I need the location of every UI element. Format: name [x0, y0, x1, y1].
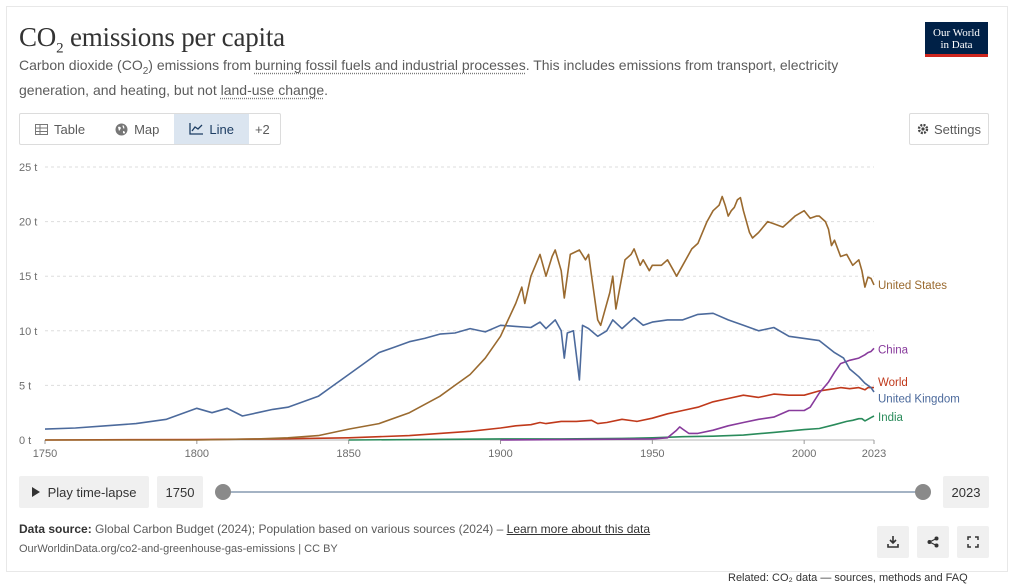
series-label-china[interactable]: China — [878, 344, 909, 356]
chart-subtitle: Carbon dioxide (CO2) emissions from burn… — [19, 57, 839, 98]
globe-icon — [115, 123, 128, 135]
related-link[interactable]: Related: CO₂ data — sources, methods and… — [728, 572, 968, 584]
timeline-end-year[interactable]: 2023 — [943, 476, 989, 508]
line-chart: 0 t 5 t 10 t 15 t 20 t 25 t 1750 1800 1850 1900 19… — [19, 162, 960, 460]
series-label-world[interactable]: World — [878, 377, 908, 389]
table-icon — [35, 123, 48, 135]
x-tick-label: 2023 — [862, 448, 886, 460]
x-tick-label: 1750 — [33, 448, 57, 460]
tab-more[interactable]: +2 — [254, 121, 270, 137]
share-button[interactable] — [917, 526, 949, 558]
series-line-united-states[interactable] — [45, 195, 875, 441]
y-tick-label: 5 t — [19, 380, 31, 392]
fossil-fuels-link[interactable]: burning fossil fuels and industrial proc… — [254, 57, 526, 73]
line-chart-icon — [189, 123, 204, 135]
series-label-united-kingdom[interactable]: United Kingdom — [878, 394, 960, 406]
expand-icon — [967, 536, 979, 548]
land-use-change-link[interactable]: land-use change — [220, 81, 325, 98]
x-tick-label: 1800 — [185, 448, 209, 460]
series-line-united-kingdom[interactable] — [44, 312, 875, 430]
y-tick-label: 25 t — [19, 162, 37, 174]
share-icon — [927, 536, 939, 548]
page-title: CO2 emissions per capita — [19, 22, 285, 57]
tab-line[interactable]: Line — [174, 114, 249, 144]
y-tick-label: 15 t — [19, 271, 37, 283]
title-subscript: 2 — [56, 40, 64, 57]
play-timelapse-button[interactable]: Play time-lapse — [19, 476, 149, 508]
settings-button[interactable]: Settings — [909, 113, 989, 145]
series-label-india[interactable]: India — [878, 412, 904, 424]
series-label-united-states[interactable]: United States — [878, 280, 947, 292]
series-line-world[interactable] — [44, 386, 874, 441]
timeline-end-handle[interactable] — [915, 484, 931, 500]
x-tick-label: 1850 — [336, 448, 360, 460]
source-url[interactable]: OurWorldinData.org/co2-and-greenhouse-ga… — [19, 543, 338, 555]
gear-icon — [917, 123, 929, 135]
timeline-start-handle[interactable] — [215, 484, 231, 500]
tab-map[interactable]: Map — [100, 114, 174, 144]
view-tabs: Table Map Line +2 — [19, 113, 281, 145]
data-source: Data source: Global Carbon Budget (2024)… — [19, 522, 651, 536]
y-tick-label: 0 t — [19, 435, 31, 447]
play-icon — [31, 487, 40, 497]
x-tick-label: 2000 — [792, 448, 816, 460]
learn-more-link[interactable]: Learn more about this data — [506, 522, 651, 536]
timeline-track[interactable] — [222, 491, 924, 493]
y-tick-label: 10 t — [19, 326, 37, 338]
download-button[interactable] — [877, 526, 909, 558]
y-tick-label: 20 t — [19, 217, 37, 229]
download-icon — [887, 536, 899, 548]
x-tick-label: 1900 — [488, 448, 512, 460]
tab-table[interactable]: Table — [20, 114, 100, 144]
series-line-china[interactable] — [500, 347, 875, 441]
owid-logo[interactable]: Our World in Data — [925, 22, 988, 57]
x-tick-label: 1950 — [640, 448, 664, 460]
fullscreen-button[interactable] — [957, 526, 989, 558]
timeline-start-year[interactable]: 1750 — [157, 476, 203, 508]
series-line-india[interactable] — [348, 415, 875, 441]
